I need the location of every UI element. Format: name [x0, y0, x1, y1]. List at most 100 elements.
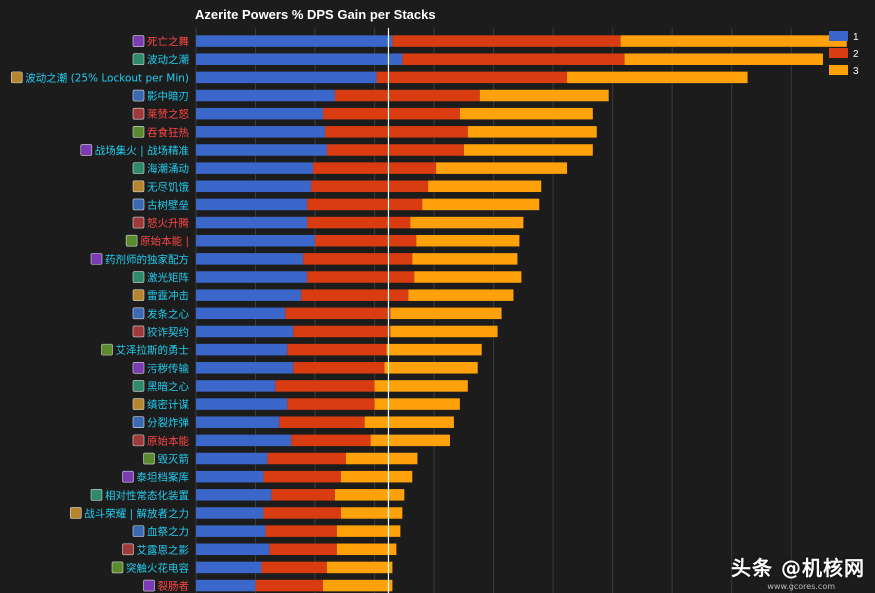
bar-2-row-4: [322, 107, 460, 120]
azerite-power-icon: [125, 234, 138, 247]
legend-label-3: 3: [853, 66, 859, 77]
category-label: 海潮涌动: [147, 162, 189, 175]
bar-1-row-15: [196, 307, 286, 320]
category-label: 战斗荣耀 | 解放者之力: [84, 507, 189, 520]
bar-2-row-21: [279, 416, 365, 428]
bar-1-row-1: [196, 53, 403, 65]
category-label: 死亡之舞: [147, 35, 189, 48]
bar-1-row-23: [196, 452, 268, 465]
category-label: 相对性常态化装置: [105, 489, 189, 502]
bar-3-row-21: [364, 416, 454, 428]
bar-2-row-14: [301, 289, 409, 301]
bar-3-row-17: [386, 343, 482, 356]
azerite-power-icon: [10, 71, 23, 84]
azerite-power-icon: [132, 325, 145, 338]
category-label: 波动之潮: [147, 53, 189, 66]
azerite-power-icon: [132, 361, 145, 374]
chart-title: Azerite Powers % DPS Gain per Stacks: [195, 7, 436, 22]
azerite-power-icon: [132, 380, 145, 392]
azerite-power-icon: [132, 53, 145, 66]
category-label: 缜密计谋: [147, 398, 189, 411]
bar-3-row-16: [390, 325, 498, 338]
azerite-power-icon: [132, 198, 145, 211]
bar-3-row-30: [322, 579, 393, 592]
bar-3-row-28: [336, 543, 397, 556]
bar-3-row-4: [459, 107, 593, 120]
bar-1-row-9: [196, 198, 308, 211]
bar-2-row-0: [392, 35, 621, 47]
category-label: 毁灭箭: [158, 453, 190, 466]
bar-2-row-8: [311, 180, 429, 193]
bar-1-row-29: [196, 561, 262, 574]
bar-1-row-6: [196, 144, 327, 156]
bar-2-row-10: [307, 216, 411, 229]
bar-2-row-24: [263, 470, 341, 483]
bar-3-row-8: [428, 180, 542, 193]
category-label: 艾泽拉斯的勇士: [116, 344, 190, 357]
azerite-power-icon: [143, 452, 155, 465]
bar-3-row-27: [336, 525, 401, 537]
bar-3-row-5: [467, 126, 597, 138]
watermark-text: 头条 @机核网: [731, 556, 865, 580]
bar-2-row-25: [271, 489, 335, 501]
bar-2-row-16: [293, 325, 391, 338]
legend-swatch-1: [829, 31, 848, 41]
bar-1-row-24: [196, 470, 264, 483]
bar-2-row-20: [287, 398, 375, 410]
category-label: 污秽传输: [147, 362, 189, 375]
category-label: 影中暗刃: [147, 90, 189, 103]
bar-1-row-27: [196, 525, 266, 537]
bar-1-row-10: [196, 216, 308, 229]
bar-1-row-18: [196, 362, 294, 374]
bar-3-row-22: [370, 434, 450, 447]
bar-1-row-12: [196, 253, 304, 265]
bar-3-row-19: [374, 380, 468, 392]
bar-3-row-0: [620, 35, 847, 47]
category-label: 药剂师的独家配方: [105, 253, 189, 266]
bar-3-row-6: [463, 144, 593, 156]
azerite-power-icon: [132, 180, 145, 193]
bar-1-row-3: [196, 89, 335, 102]
bar-1-row-26: [196, 507, 264, 519]
bar-2-row-17: [287, 343, 387, 356]
category-label: 分裂炸弹: [147, 416, 189, 429]
bar-1-row-14: [196, 289, 302, 301]
bar-1-row-13: [196, 271, 308, 283]
bar-3-row-7: [436, 162, 568, 174]
bar-1-row-5: [196, 126, 325, 138]
azerite-power-icon: [132, 525, 145, 537]
legend-swatch-3: [829, 65, 848, 75]
bar-2-row-1: [402, 53, 625, 65]
bar-3-row-23: [345, 452, 418, 465]
category-label: 血祭之力: [147, 525, 189, 538]
bar-series: [196, 35, 847, 592]
bar-2-row-5: [324, 126, 468, 138]
bar-2-row-11: [315, 234, 417, 247]
bar-3-row-18: [384, 362, 478, 374]
category-label: 古树壁垒: [147, 198, 189, 211]
legend-label-1: 1: [853, 32, 859, 43]
azerite-power-icon: [132, 216, 145, 229]
bar-3-row-13: [414, 271, 522, 283]
category-label: 怒火升腾: [147, 217, 189, 230]
category-label: 雷霆冲击: [147, 289, 189, 302]
bar-1-row-28: [196, 543, 270, 556]
category-label: 波动之潮 (25% Lockout per Min): [25, 71, 189, 84]
bar-3-row-1: [624, 53, 823, 65]
azerite-power-icon: [132, 434, 145, 447]
category-label: 突触火花电容: [126, 561, 189, 574]
bar-1-row-2: [196, 71, 377, 84]
bar-2-row-15: [285, 307, 391, 320]
category-label: 战场集火 | 战场精准: [95, 144, 189, 157]
bar-3-row-14: [408, 289, 514, 301]
bar-1-row-17: [196, 343, 288, 356]
category-label: 艾露恩之影: [137, 543, 190, 556]
bar-3-row-29: [326, 561, 393, 574]
bar-3-row-9: [422, 198, 540, 211]
azerite-power-icon: [122, 470, 134, 483]
bar-3-row-24: [340, 470, 413, 483]
legend-label-2: 2: [853, 49, 859, 60]
bar-2-row-19: [275, 380, 375, 392]
bar-3-row-25: [334, 489, 405, 501]
bar-1-row-22: [196, 434, 292, 447]
